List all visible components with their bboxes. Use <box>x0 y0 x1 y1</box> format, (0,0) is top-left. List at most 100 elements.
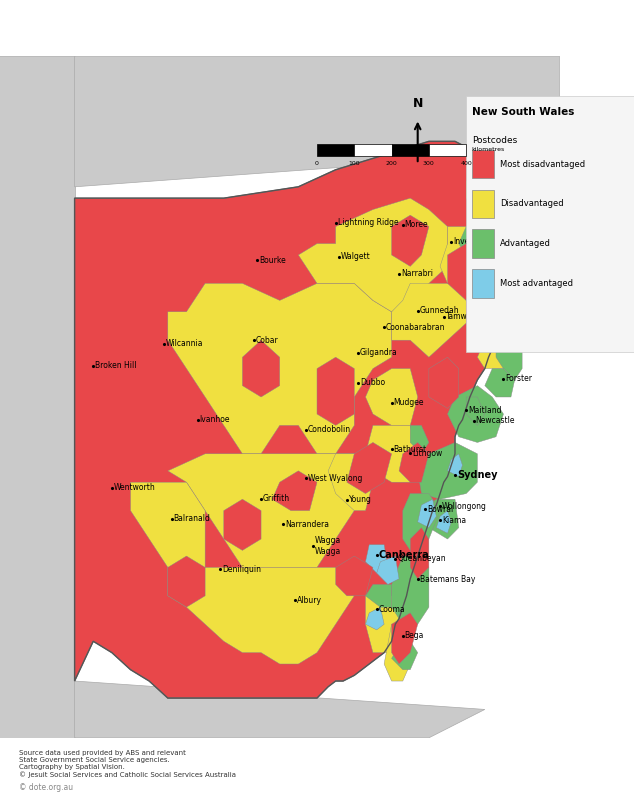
Text: Ballina: Ballina <box>543 186 569 195</box>
Polygon shape <box>496 198 529 244</box>
Polygon shape <box>522 159 541 187</box>
Text: Most advantaged: Most advantaged <box>500 279 573 288</box>
Polygon shape <box>477 301 503 351</box>
Text: Forster: Forster <box>505 375 533 383</box>
Polygon shape <box>418 500 436 528</box>
Text: Coonabarabran: Coonabarabran <box>386 322 446 331</box>
Text: 300: 300 <box>423 161 435 166</box>
Bar <box>429 144 466 156</box>
Polygon shape <box>485 187 515 238</box>
Polygon shape <box>392 215 429 266</box>
Polygon shape <box>75 56 559 187</box>
Polygon shape <box>392 283 466 357</box>
Polygon shape <box>242 340 280 397</box>
Text: Tweed
Heads: Tweed Heads <box>539 142 563 161</box>
Polygon shape <box>515 244 529 295</box>
Polygon shape <box>448 386 503 443</box>
Polygon shape <box>403 493 440 550</box>
Polygon shape <box>410 425 429 454</box>
Text: Lithgow: Lithgow <box>412 449 443 458</box>
Text: 200: 200 <box>385 161 398 166</box>
Bar <box>472 150 494 178</box>
Text: Deniliquin: Deniliquin <box>222 565 261 573</box>
Text: Sydney: Sydney <box>457 470 497 480</box>
Text: Wentworth: Wentworth <box>113 484 155 492</box>
Text: Mudgee: Mudgee <box>394 398 424 407</box>
Text: Gunnedah: Gunnedah <box>420 306 459 315</box>
Polygon shape <box>392 556 429 624</box>
Text: Condobolin: Condobolin <box>307 425 351 435</box>
Polygon shape <box>365 369 418 425</box>
Text: New South Wales: New South Wales <box>472 107 574 117</box>
Text: Advantaged: Advantaged <box>500 239 550 248</box>
Polygon shape <box>168 568 354 664</box>
Text: Lismore: Lismore <box>531 183 562 192</box>
Text: Gilgandra: Gilgandra <box>360 348 398 357</box>
Text: Queanbeyan: Queanbeyan <box>397 554 446 563</box>
Text: 400: 400 <box>460 161 472 166</box>
Polygon shape <box>384 624 410 681</box>
Polygon shape <box>365 596 403 653</box>
Polygon shape <box>75 141 547 698</box>
Text: Broken Hill: Broken Hill <box>95 361 136 371</box>
Polygon shape <box>131 482 205 568</box>
Polygon shape <box>429 357 459 408</box>
Polygon shape <box>365 425 418 482</box>
Text: Cobar: Cobar <box>256 336 278 345</box>
Polygon shape <box>399 443 429 482</box>
Text: Lightning Ridge: Lightning Ridge <box>337 218 398 227</box>
Text: Bathurst: Bathurst <box>394 445 427 454</box>
Polygon shape <box>317 357 354 425</box>
Text: Moree: Moree <box>404 221 428 229</box>
Polygon shape <box>466 170 503 215</box>
Polygon shape <box>365 585 392 607</box>
Polygon shape <box>377 556 399 585</box>
Text: Wilcannia: Wilcannia <box>166 339 204 348</box>
Polygon shape <box>440 227 485 283</box>
Bar <box>317 144 354 156</box>
Text: Postcodes: Postcodes <box>472 136 517 144</box>
Text: Grafton: Grafton <box>521 233 550 242</box>
Text: Albury: Albury <box>297 596 321 605</box>
Polygon shape <box>485 369 515 397</box>
Text: Tenterfield: Tenterfield <box>487 196 527 205</box>
Polygon shape <box>418 443 477 500</box>
Text: Young: Young <box>349 496 372 504</box>
Text: Armidale: Armidale <box>472 279 507 289</box>
Polygon shape <box>392 613 418 664</box>
Text: West Wyalong: West Wyalong <box>307 474 362 483</box>
Polygon shape <box>529 176 547 209</box>
Polygon shape <box>392 642 418 670</box>
Text: Narrandera: Narrandera <box>285 520 329 529</box>
Text: © dote.org.au: © dote.org.au <box>19 784 73 792</box>
Bar <box>472 189 494 218</box>
Polygon shape <box>75 681 485 738</box>
Polygon shape <box>365 545 388 573</box>
Polygon shape <box>515 266 537 301</box>
Polygon shape <box>272 471 317 511</box>
Polygon shape <box>410 528 429 579</box>
Polygon shape <box>328 454 373 511</box>
Text: Bowral: Bowral <box>427 505 453 514</box>
Text: kilometres: kilometres <box>472 148 505 152</box>
Polygon shape <box>299 198 448 312</box>
Bar <box>472 269 494 298</box>
Text: Port
Macquarie: Port Macquarie <box>521 326 560 346</box>
Polygon shape <box>507 227 533 255</box>
Text: Bega: Bega <box>404 631 424 640</box>
Text: Wollongong: Wollongong <box>442 501 487 511</box>
Polygon shape <box>224 500 261 550</box>
Text: Griffith: Griffith <box>263 494 290 503</box>
Text: Maitland: Maitland <box>468 406 501 415</box>
Text: Source data used provided by ABS and relevant
State Government Social Service ag: Source data used provided by ABS and rel… <box>19 750 236 778</box>
Text: Ivanhoe: Ivanhoe <box>200 415 230 424</box>
Polygon shape <box>533 152 547 176</box>
Polygon shape <box>466 397 485 425</box>
Bar <box>472 229 494 257</box>
Polygon shape <box>459 227 485 255</box>
Bar <box>392 144 429 156</box>
Polygon shape <box>0 56 75 738</box>
Polygon shape <box>448 244 477 301</box>
Text: Dubbo: Dubbo <box>360 379 385 387</box>
Polygon shape <box>335 556 373 596</box>
